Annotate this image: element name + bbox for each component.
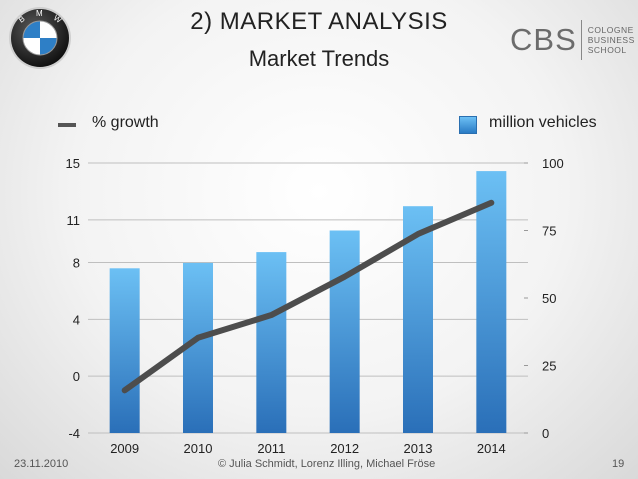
growth-point-2014 (490, 201, 493, 204)
bmw-letter-b: B (17, 14, 27, 24)
growth-point-2011 (270, 314, 273, 317)
cbs-logo-divider (580, 20, 582, 60)
cbs-logo-line-1: COLOGNE (587, 25, 634, 35)
left-axis-tick-label: 15 (66, 156, 80, 171)
bar-2013 (403, 206, 433, 433)
page-title: 2) MARKET ANALYSIS (190, 8, 448, 35)
legend-line-label: % growth (92, 114, 159, 131)
right-axis-tick-label: 75 (542, 224, 556, 239)
left-axis-tick-label: 0 (73, 369, 80, 384)
page-subtitle: Market Trends (248, 46, 390, 71)
cbs-logo: CBS COLOGNE BUSINESS SCHOOL (510, 20, 635, 60)
legend-bar-swatch (459, 116, 477, 134)
bmw-logo: B M W (9, 7, 71, 69)
bar-2012 (329, 230, 360, 433)
category-label-2009: 2009 (110, 441, 139, 456)
category-label-2013: 2013 (404, 441, 433, 456)
growth-point-2012 (343, 275, 346, 278)
bar-2009 (109, 268, 140, 433)
bmw-letter-w: W (52, 13, 64, 25)
left-axis-tick-label: -4 (68, 426, 80, 441)
right-axis-tick-label: 25 (542, 359, 556, 374)
left-axis-tick-label: 11 (67, 213, 81, 228)
cbs-logo-mark: CBS (510, 22, 577, 57)
left-axis-tick-label: 4 (73, 312, 80, 327)
growth-point-2013 (417, 233, 419, 236)
growth-line (121, 199, 495, 394)
right-axis-tick-label: 0 (542, 426, 549, 441)
legend-bar-label: million vehicles (489, 114, 597, 131)
bmw-letter-m: M (36, 9, 43, 18)
growth-point-2010 (197, 336, 199, 339)
category-label-2011: 2011 (257, 441, 285, 456)
category-label-2014: 2014 (477, 441, 506, 456)
growth-point-2009 (123, 389, 126, 392)
category-label-2010: 2010 (184, 441, 213, 456)
cbs-logo-line-3: SCHOOL (587, 45, 627, 55)
footer-credit: © Julia Schmidt, Lorenz Illing, Michael … (218, 458, 436, 470)
bar-2014 (476, 171, 507, 433)
footer-date: 23.11.2010 (14, 458, 69, 470)
cbs-logo-name: COLOGNE BUSINESS SCHOOL (588, 25, 635, 55)
right-axis-tick-label: 100 (542, 156, 564, 171)
left-axis-tick-label: 8 (73, 255, 80, 270)
bar-2011 (256, 252, 287, 433)
footer-page-number: 19 (612, 458, 625, 470)
category-label-2012: 2012 (330, 441, 359, 456)
right-axis-tick-label: 50 (542, 291, 556, 306)
cbs-logo-line-2: BUSINESS (587, 35, 635, 45)
legend-line-swatch (58, 123, 76, 127)
